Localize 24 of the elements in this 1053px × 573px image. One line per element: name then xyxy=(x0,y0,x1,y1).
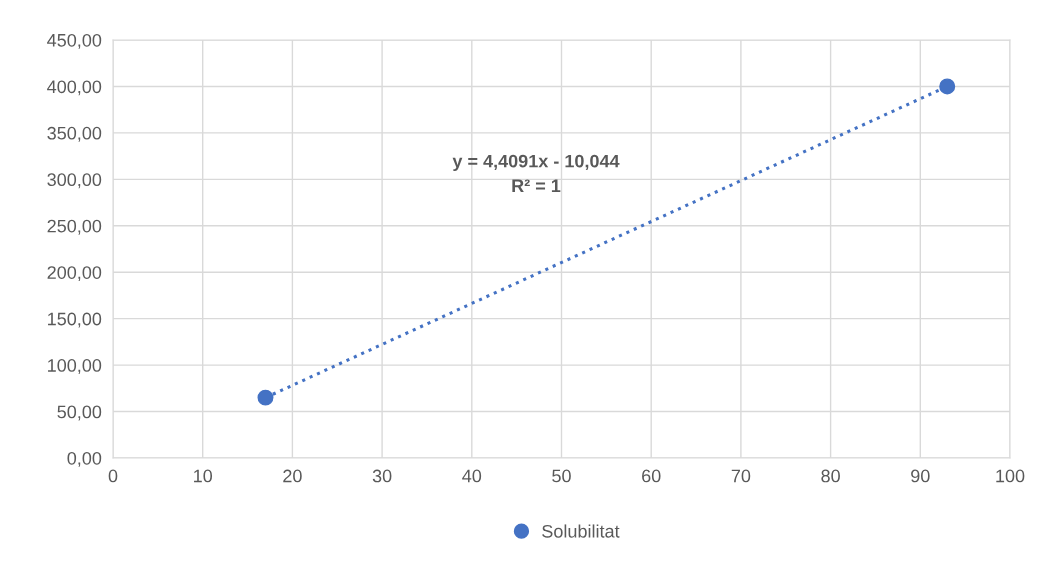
y-tick-label: 350,00 xyxy=(47,126,102,142)
x-tick-label: 70 xyxy=(731,469,751,483)
x-tick-label: 90 xyxy=(911,469,930,483)
y-tick-label: 100,00 xyxy=(48,359,102,374)
annotation: y = 4,4091x - 10,044 xyxy=(452,154,620,172)
y-tick-label: 50,00 xyxy=(57,405,102,421)
x-tick-label: 60 xyxy=(642,469,661,483)
x-tick-label: 10 xyxy=(194,469,213,483)
y-tick-label: 450,00 xyxy=(47,33,102,49)
x-tick-label: 100 xyxy=(996,469,1025,483)
annotation: R² = 1 xyxy=(512,179,561,193)
y-tick-label: 150,00 xyxy=(48,312,102,328)
legend-label: Solubilitat xyxy=(542,524,620,538)
y-tick-label: 300,00 xyxy=(47,173,102,189)
x-tick-label: 50 xyxy=(552,469,571,483)
x-tick-label: 80 xyxy=(821,469,840,483)
x-tick-label: 0 xyxy=(108,469,118,483)
y-tick-label: 250,00 xyxy=(47,219,102,235)
x-tick-label: 30 xyxy=(372,469,392,483)
x-tick-label: 20 xyxy=(283,469,302,483)
x-tick-label: 40 xyxy=(462,469,482,483)
y-tick-label: 0,00 xyxy=(67,451,102,467)
y-tick-label: 400,00 xyxy=(47,80,102,96)
y-tick-label: 200,00 xyxy=(47,266,102,282)
